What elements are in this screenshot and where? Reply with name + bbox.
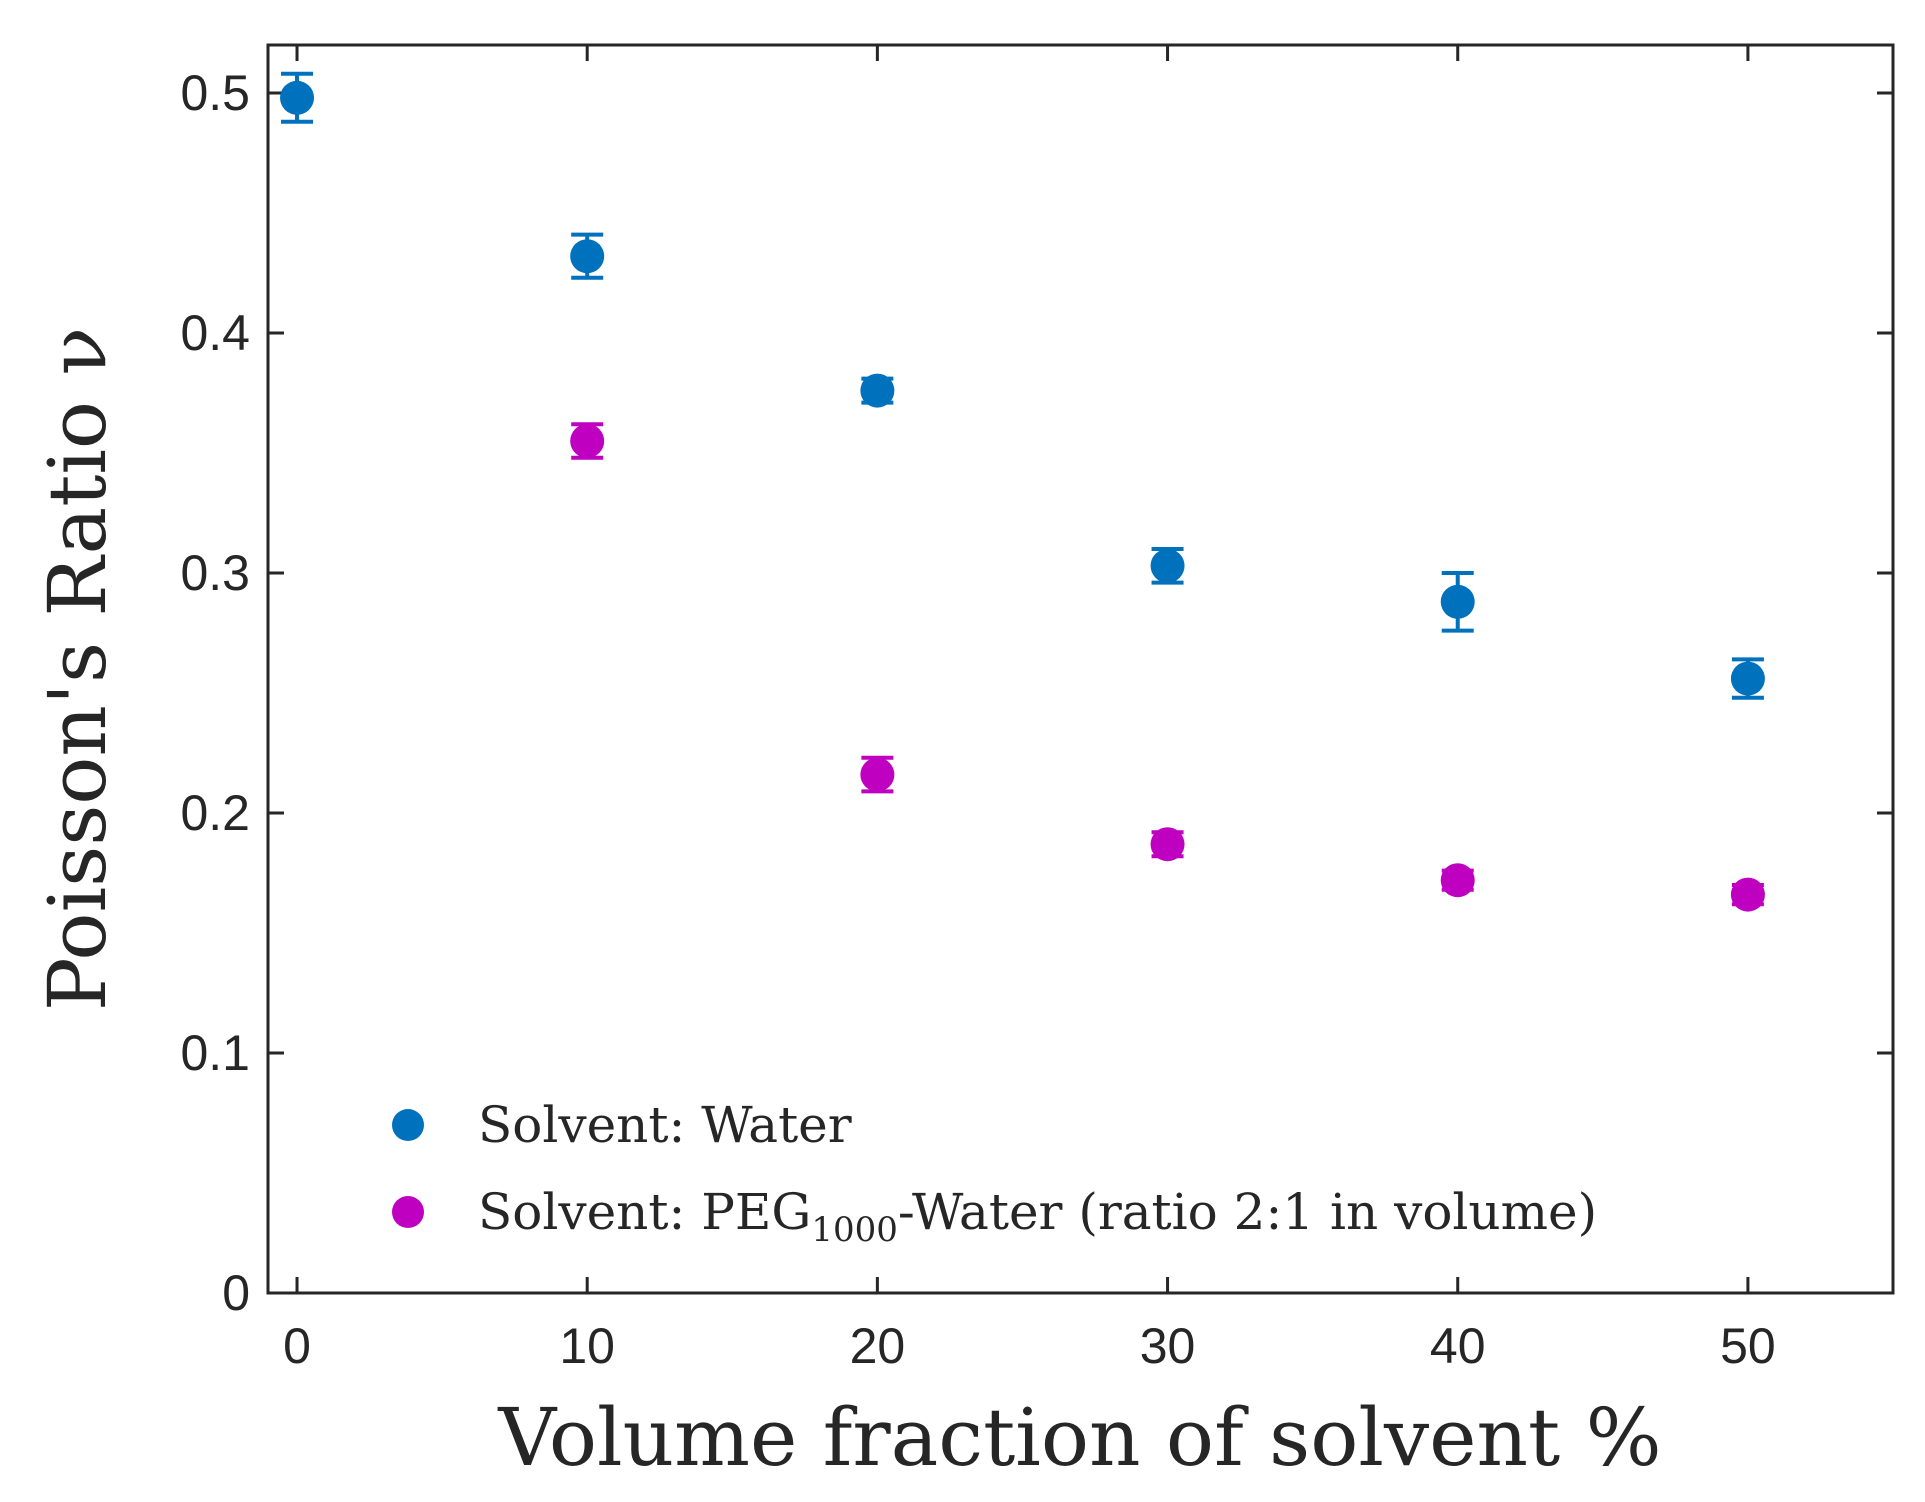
x-tick-label: 0 [283,1318,311,1374]
data-point-water [1730,661,1765,696]
x-tick-label: 50 [1720,1318,1776,1374]
x-tick-label: 40 [1430,1318,1486,1374]
legend-marker-water [392,1109,424,1141]
data-point-peg [1440,863,1475,898]
data-point-water [280,80,315,115]
legend-entry-water: Solvent: Water [478,1096,852,1154]
x-tick-label: 10 [559,1318,615,1374]
axis-ticks [268,45,1893,1295]
plot-area [266,43,1895,1295]
y-tick-label: 0.4 [180,305,250,361]
data-point-water [1150,548,1185,583]
legend-entry-peg: Solvent: PEG1000-Water (ratio 2:1 in vol… [478,1183,1597,1250]
data-point-water [860,373,895,408]
y-tick-label: 0.1 [180,1025,250,1081]
y-tick-label: 0.3 [180,545,250,601]
legend-peg-suffix: -Water (ratio 2:1 in volume) [898,1183,1597,1241]
x-axis-label: Volume fraction of solvent % [497,1391,1661,1484]
data-point-peg [570,424,605,458]
data-point-water [570,239,605,274]
data-point-peg [1150,827,1185,862]
data-marks [280,71,1765,912]
x-tick-label: 30 [1140,1318,1196,1374]
data-point-peg [1730,877,1765,912]
legend-marker-peg [392,1196,424,1228]
y-tick-label: 0.5 [180,65,250,121]
data-point-peg [860,757,895,792]
x-tick-label: 20 [850,1318,906,1374]
y-axis-label: Poisson's Ratio ν [31,327,124,1011]
y-tick-label: 0 [222,1265,250,1321]
legend: Solvent: Water Solvent: PEG1000-Water (r… [392,1096,1597,1250]
legend-peg-prefix: Solvent: PEG [478,1183,811,1241]
legend-peg-subscript: 1000 [811,1210,898,1250]
y-tick-label: 0.2 [180,785,250,841]
data-point-water [1440,584,1475,619]
y-tick-labels: 0 0.1 0.2 0.3 0.4 0.5 [180,65,250,1321]
x-tick-labels: 0 10 20 30 40 50 [283,1318,1776,1374]
